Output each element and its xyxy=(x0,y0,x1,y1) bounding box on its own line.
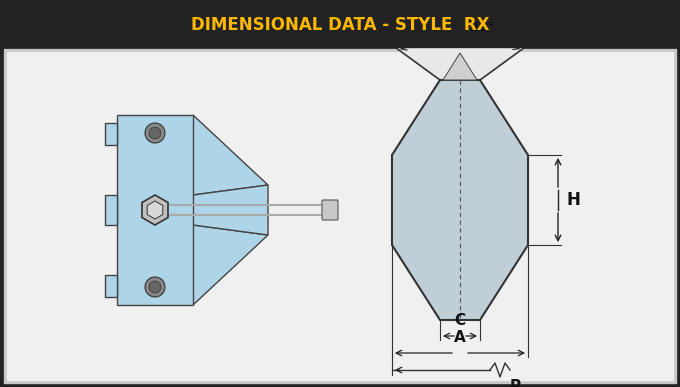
Text: C: C xyxy=(454,313,466,328)
Text: P: P xyxy=(509,379,521,387)
Circle shape xyxy=(149,281,161,293)
Text: 23°: 23° xyxy=(470,20,494,34)
Text: H: H xyxy=(566,191,580,209)
Polygon shape xyxy=(193,225,268,305)
Polygon shape xyxy=(142,195,168,225)
Bar xyxy=(4,49,676,383)
Polygon shape xyxy=(392,45,528,80)
Bar xyxy=(105,195,117,225)
Bar xyxy=(7,52,673,380)
Polygon shape xyxy=(147,201,163,219)
Bar xyxy=(105,275,117,297)
Circle shape xyxy=(145,123,165,143)
Polygon shape xyxy=(443,53,477,80)
Text: A: A xyxy=(454,330,466,345)
Polygon shape xyxy=(193,115,268,195)
Polygon shape xyxy=(193,185,268,235)
Text: DIMENSIONAL DATA - STYLE  RX: DIMENSIONAL DATA - STYLE RX xyxy=(191,16,489,34)
Circle shape xyxy=(145,277,165,297)
Polygon shape xyxy=(392,80,528,320)
Circle shape xyxy=(149,127,161,139)
Bar xyxy=(0,0,680,47)
FancyBboxPatch shape xyxy=(322,200,338,220)
Bar xyxy=(105,123,117,145)
Bar xyxy=(117,115,193,305)
